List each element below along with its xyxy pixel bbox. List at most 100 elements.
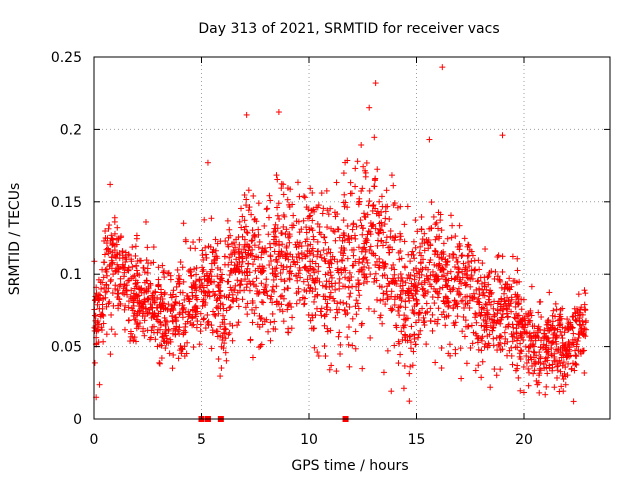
data-point bbox=[478, 309, 485, 316]
data-point bbox=[520, 337, 527, 344]
data-point bbox=[340, 283, 347, 290]
data-point bbox=[158, 355, 165, 362]
data-point bbox=[310, 233, 317, 240]
data-point bbox=[334, 211, 341, 218]
data-point bbox=[245, 260, 252, 267]
data-point bbox=[223, 307, 230, 314]
data-point bbox=[520, 389, 527, 396]
data-point bbox=[444, 235, 451, 242]
data-point bbox=[206, 273, 213, 280]
data-point bbox=[408, 345, 415, 352]
data-point bbox=[566, 340, 573, 347]
data-point bbox=[544, 357, 551, 364]
data-point bbox=[174, 266, 181, 273]
data-point bbox=[310, 251, 317, 258]
data-point bbox=[371, 134, 378, 141]
data-point bbox=[125, 304, 132, 311]
data-point bbox=[133, 283, 140, 290]
data-point bbox=[167, 291, 174, 298]
data-point bbox=[482, 318, 489, 325]
data-point bbox=[460, 313, 467, 320]
data-point bbox=[526, 343, 533, 350]
data-point bbox=[360, 163, 367, 170]
data-point bbox=[186, 298, 193, 305]
data-point bbox=[328, 274, 335, 281]
data-point bbox=[286, 300, 293, 307]
data-point bbox=[410, 238, 417, 245]
data-point bbox=[268, 293, 275, 300]
data-point bbox=[268, 258, 275, 265]
data-point bbox=[353, 311, 360, 318]
data-point bbox=[466, 263, 473, 270]
data-point bbox=[267, 319, 274, 326]
data-point bbox=[243, 111, 250, 118]
data-point bbox=[393, 280, 400, 287]
data-point bbox=[246, 287, 253, 294]
data-point bbox=[511, 334, 518, 341]
data-point bbox=[178, 345, 185, 352]
data-point bbox=[572, 360, 579, 367]
data-point bbox=[358, 141, 365, 148]
data-point bbox=[251, 256, 258, 263]
data-point bbox=[548, 351, 555, 358]
data-point bbox=[570, 330, 577, 337]
data-point bbox=[384, 203, 391, 210]
data-point bbox=[549, 318, 556, 325]
data-point bbox=[440, 248, 447, 255]
data-point bbox=[196, 236, 203, 243]
data-point bbox=[344, 204, 351, 211]
data-point bbox=[257, 315, 264, 322]
data-point bbox=[379, 320, 386, 327]
data-point bbox=[244, 300, 251, 307]
data-point bbox=[387, 233, 394, 240]
data-point bbox=[371, 308, 378, 315]
data-point bbox=[323, 250, 330, 257]
data-point bbox=[432, 359, 439, 366]
data-point bbox=[261, 318, 268, 325]
data-point bbox=[397, 283, 404, 290]
data-point bbox=[340, 299, 347, 306]
data-point bbox=[319, 282, 326, 289]
data-point bbox=[232, 266, 239, 273]
data-point bbox=[281, 286, 288, 293]
data-point bbox=[318, 254, 325, 261]
data-point bbox=[108, 254, 115, 261]
data-point bbox=[245, 187, 252, 194]
data-point bbox=[202, 325, 209, 332]
data-point bbox=[277, 270, 284, 277]
data-point bbox=[257, 343, 264, 350]
data-point bbox=[521, 324, 528, 331]
data-point bbox=[506, 286, 513, 293]
data-point bbox=[324, 300, 331, 307]
data-point bbox=[186, 268, 193, 275]
data-point bbox=[372, 261, 379, 268]
data-point bbox=[291, 258, 298, 265]
data-point bbox=[411, 273, 418, 280]
data-point bbox=[468, 322, 475, 329]
data-point bbox=[378, 284, 385, 291]
data-point bbox=[149, 304, 156, 311]
data-point bbox=[464, 259, 471, 266]
data-point bbox=[336, 285, 343, 292]
data-point bbox=[243, 268, 250, 275]
data-point bbox=[271, 318, 278, 325]
data-point bbox=[259, 321, 266, 328]
data-point bbox=[119, 261, 126, 268]
data-point bbox=[482, 246, 489, 253]
data-point bbox=[397, 233, 404, 240]
data-point bbox=[242, 276, 249, 283]
data-point bbox=[256, 312, 263, 319]
data-point bbox=[108, 326, 115, 333]
data-point bbox=[359, 245, 366, 252]
data-point bbox=[467, 276, 474, 283]
data-point bbox=[322, 239, 329, 246]
data-point bbox=[416, 274, 423, 281]
data-point bbox=[233, 295, 240, 302]
data-point bbox=[280, 191, 287, 198]
data-point bbox=[372, 80, 379, 87]
data-point bbox=[364, 231, 371, 238]
data-point bbox=[494, 300, 501, 307]
data-point bbox=[212, 247, 219, 254]
data-point bbox=[321, 343, 328, 350]
data-point bbox=[456, 290, 463, 297]
